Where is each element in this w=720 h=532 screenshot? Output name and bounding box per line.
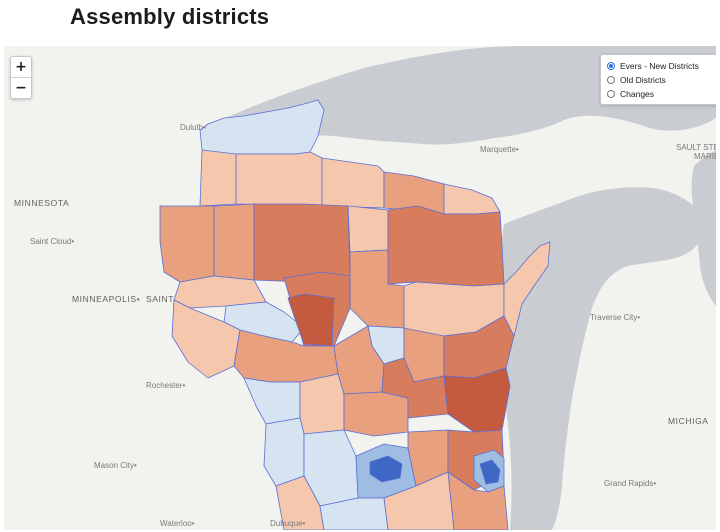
district[interactable] — [343, 391, 409, 437]
district[interactable] — [387, 205, 505, 287]
district[interactable] — [447, 471, 509, 530]
label-saint-cloud: Saint Cloud• — [30, 237, 74, 246]
radio-icon[interactable] — [607, 90, 615, 98]
label-marquette: Marquette• — [480, 145, 519, 154]
label-mason-city: Mason City• — [94, 461, 137, 470]
label-waterloo: Waterloo• — [160, 519, 195, 528]
lake-huron — [691, 150, 716, 306]
zoom-control: + − — [10, 56, 32, 99]
district[interactable] — [235, 151, 323, 207]
label-minnesota: MINNESOTA — [14, 198, 69, 208]
label-michigan: MICHIGA — [668, 416, 709, 426]
layer-label: Changes — [620, 89, 655, 99]
district[interactable] — [479, 459, 501, 485]
district[interactable] — [321, 157, 385, 209]
label-dubuque: Dubuque• — [270, 519, 305, 528]
district[interactable] — [299, 373, 345, 435]
district[interactable] — [443, 367, 511, 433]
district-map[interactable]: MINNESOTA MICHIGA Duluth• Marquette• SAU… — [4, 46, 716, 530]
label-traverse: Traverse City• — [590, 313, 640, 322]
radio-selected-icon[interactable] — [607, 62, 615, 70]
page-title: Assembly districts — [70, 4, 270, 29]
layer-label: Old Districts — [620, 75, 666, 85]
lake-michigan — [498, 187, 705, 530]
label-sault: SAULT STE — [676, 143, 716, 152]
district[interactable] — [443, 183, 501, 215]
district[interactable] — [199, 149, 237, 207]
zoom-in-button[interactable]: + — [15, 59, 27, 75]
label-rochester: Rochester• — [146, 381, 185, 390]
layer-option-changes[interactable]: Changes — [607, 87, 716, 101]
map-container[interactable]: MINNESOTA MICHIGA Duluth• Marquette• SAU… — [4, 46, 716, 530]
label-minneapolis: MINNEAPOLIS• — [72, 294, 140, 304]
district[interactable] — [503, 241, 551, 337]
district[interactable] — [243, 377, 301, 425]
layer-selector: Evers - New Districts Old Districts Chan… — [600, 54, 716, 105]
lake-superior — [200, 46, 716, 145]
layer-option-old-districts[interactable]: Old Districts — [607, 73, 716, 87]
label-saint: SAINT — [146, 294, 174, 304]
districts-layer[interactable] — [159, 99, 551, 530]
label-sault-2: MARIE — [694, 152, 716, 161]
radio-icon[interactable] — [607, 76, 615, 84]
district[interactable] — [159, 205, 215, 283]
label-grand-rapids: Grand Rapids• — [604, 479, 656, 488]
district[interactable] — [347, 205, 389, 253]
district[interactable] — [263, 417, 305, 487]
district[interactable] — [253, 203, 351, 283]
zoom-out-button[interactable]: − — [11, 77, 31, 98]
district[interactable] — [213, 203, 255, 281]
layer-label: Evers - New Districts — [620, 61, 699, 71]
layer-option-new-districts[interactable]: Evers - New Districts — [607, 59, 716, 73]
label-duluth: Duluth• — [180, 123, 206, 132]
district[interactable] — [369, 455, 403, 483]
